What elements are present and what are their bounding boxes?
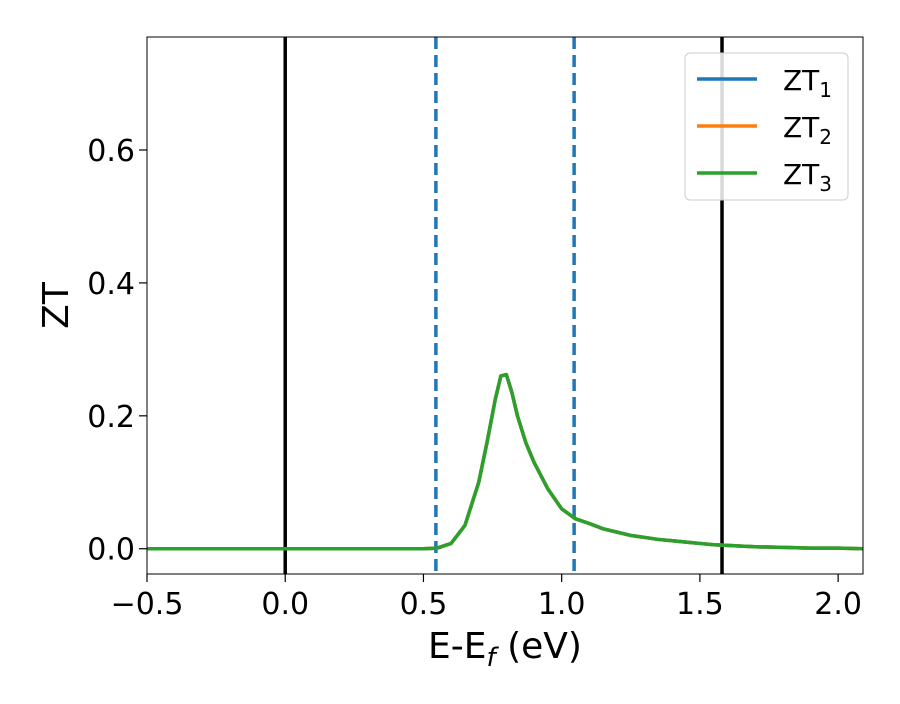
- y-tick-label: 0.0: [87, 533, 135, 568]
- y-tick-label: 0.6: [87, 134, 135, 169]
- x-axis-label-unit: (eV): [496, 626, 582, 667]
- x-tick-label: −0.5: [111, 587, 184, 622]
- x-axis-label-main: E-E: [428, 626, 486, 667]
- legend-label-2: ZT2: [783, 111, 832, 149]
- x-tick-label: 2.0: [814, 587, 862, 622]
- series-layer: [147, 372, 863, 551]
- x-tick-label: 0.5: [400, 587, 448, 622]
- x-tick-label: 1.0: [538, 587, 586, 622]
- x-axis-label: E-Ef (eV): [428, 626, 582, 673]
- legend-label-3: ZT3: [783, 158, 832, 196]
- x-tick-label: 0.0: [261, 587, 309, 622]
- plot-frame: [146, 36, 864, 575]
- legend-label-1: ZT1: [783, 64, 832, 102]
- series-line-2: [147, 372, 863, 551]
- legend: ZT1 ZT2 ZT3: [684, 52, 849, 201]
- series-line-1: [147, 372, 863, 551]
- x-ticks-layer: −0.5 0.0 0.5 1.0 1.5 2.0: [111, 574, 862, 622]
- legend-box: [684, 52, 849, 201]
- vertical-lines-layer: [283, 37, 724, 574]
- y-axis-label: ZT: [36, 281, 77, 329]
- series-line-3: [147, 372, 863, 551]
- y-tick-label: 0.2: [87, 400, 135, 435]
- x-tick-label: 1.5: [676, 587, 724, 622]
- y-ticks-layer: 0.0 0.2 0.4 0.6: [87, 134, 147, 568]
- y-tick-label: 0.4: [87, 267, 135, 302]
